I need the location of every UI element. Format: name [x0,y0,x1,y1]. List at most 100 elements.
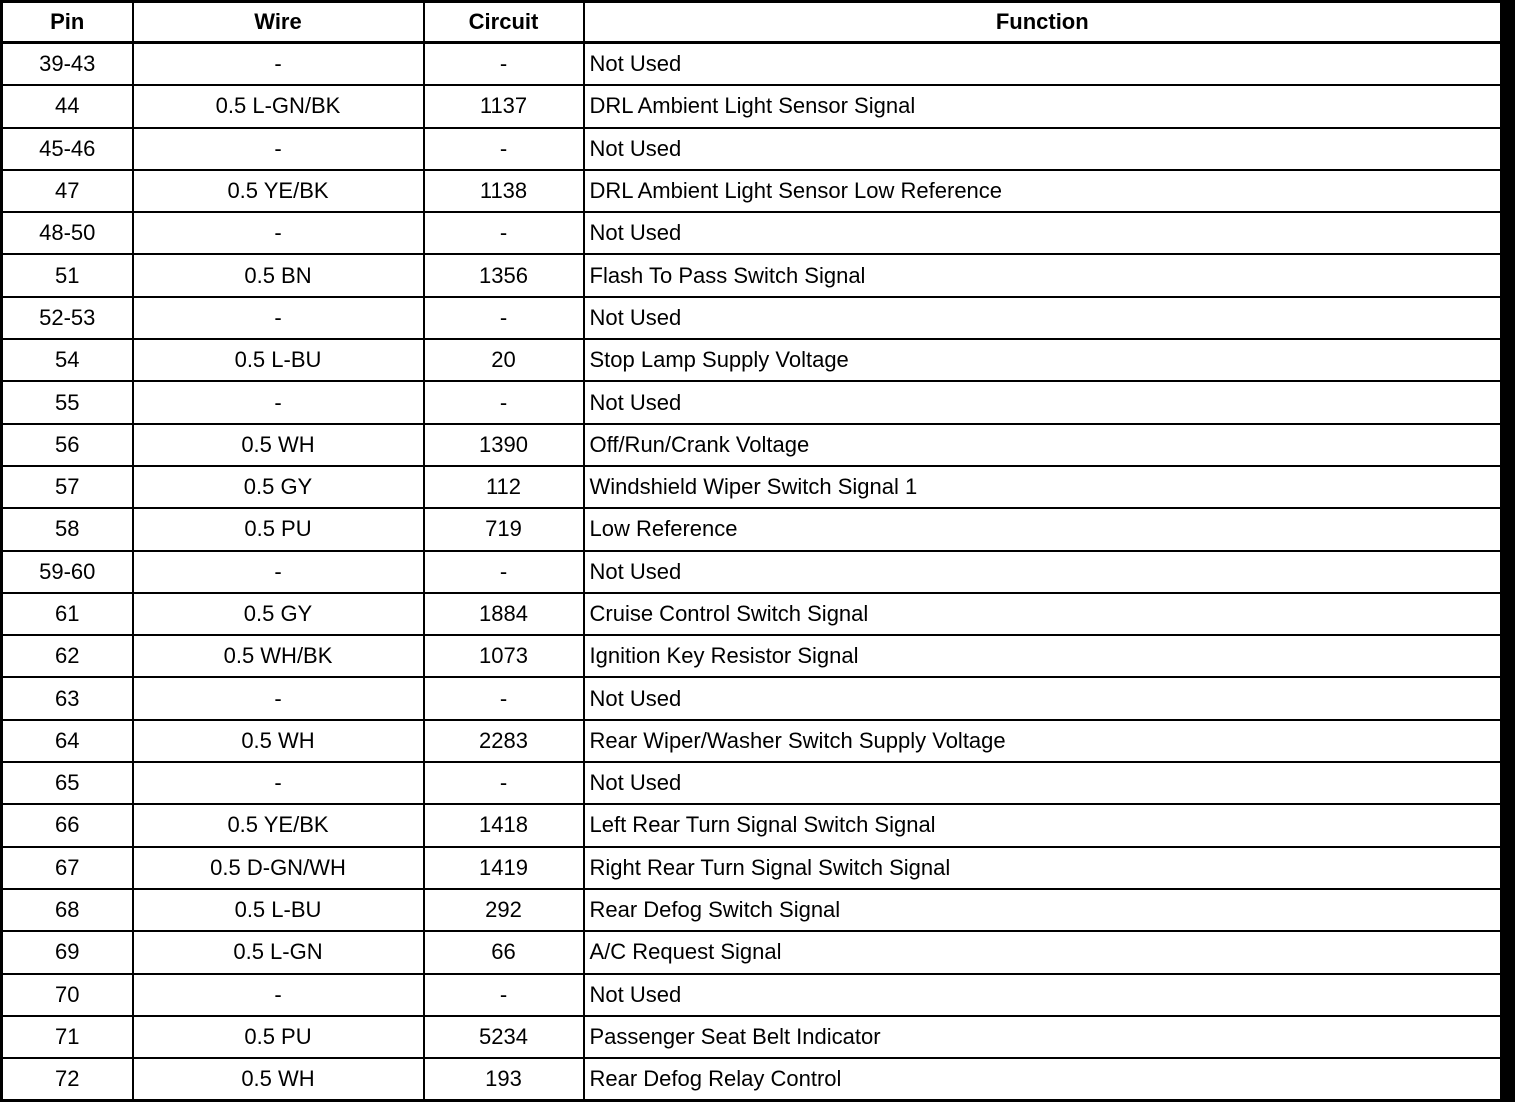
wire-cell: 0.5 YE/BK [131,168,425,214]
circuit-cell: 1137 [422,84,585,129]
table-row: 67 0.5 D-GN/WH 1419 Right Rear Turn Signal … [0,845,1509,890]
pin-cell: 56 [0,422,134,467]
wire-cell: 0.5 GY [131,591,425,637]
circuit-cell: - [422,41,585,87]
pin-cell: 54 [0,338,134,383]
pin-cell: 55 [0,380,134,425]
wire-cell: 0.5 L-BU [131,338,425,383]
wire-cell: - [131,126,425,171]
table-row: 39-43- - Not Used [0,41,1509,87]
wire-cell: - [131,41,425,87]
header-wire: Wire [131,0,425,44]
function-cell: Flash To Pass Switch Signal [582,253,1509,298]
wire-cell: 0.5 PU [131,1014,425,1060]
wire-cell: - [131,380,425,425]
table-row: 63- - Not Used [0,676,1509,721]
function-cell: Stop Lamp Supply Voltage [582,338,1509,383]
function-cell: Not Used [582,295,1509,341]
pin-cell: 52-53 [0,295,134,341]
table-row: 69 0.5 L-GN 66 A/C Request Signal [0,930,1509,975]
pin-cell: 68 [0,887,134,933]
function-cell: Windshield Wiper Switch Signal 1 [582,464,1509,510]
function-cell: Low Reference [582,507,1509,552]
header-pin: Pin [0,0,134,44]
pin-cell: 62 [0,634,134,679]
wire-cell: 0.5 L-GN [131,930,425,975]
function-cell: Right Rear Turn Signal Switch Signal [582,845,1509,890]
table-row: 57 0.5 GY 112 Windshield Wiper Switch Signa… [0,464,1509,510]
function-cell: Ignition Key Resistor Signal [582,634,1509,679]
function-cell: Off/Run/Crank Voltage [582,422,1509,467]
function-cell: Passenger Seat Belt Indicator [582,1014,1509,1060]
function-cell: Not Used [582,972,1509,1017]
header-circuit: Circuit [422,0,585,44]
wire-cell: - [131,295,425,341]
table-row: 56 0.5 WH 1390 Off/Run/Crank Voltage [0,422,1509,467]
circuit-cell: 1884 [422,591,585,637]
circuit-cell: - [422,295,585,341]
circuit-cell: 5234 [422,1014,585,1060]
table-row: 52-53- - Not Used [0,295,1509,341]
table-row: 59-60- - Not Used [0,549,1509,594]
wire-cell: 0.5 WH [131,422,425,467]
wire-cell: 0.5 YE/BK [131,803,425,848]
table-row: 68 0.5 L-BU 292 Rear Defog Switch Signal [0,887,1509,933]
pin-cell: 70 [0,972,134,1017]
circuit-cell: - [422,761,585,806]
function-cell: A/C Request Signal [582,930,1509,975]
pin-cell: 57 [0,464,134,510]
pin-cell: 64 [0,718,134,764]
pin-cell: 69 [0,930,134,975]
circuit-cell: - [422,380,585,425]
wire-cell: 0.5 D-GN/WH [131,845,425,890]
circuit-cell: 1073 [422,634,585,679]
table-row: 66 0.5 YE/BK 1418 Left Rear Turn Signal Swi… [0,803,1509,848]
function-cell: DRL Ambient Light Sensor Signal [582,84,1509,129]
table-row: 61 0.5 GY 1884 Cruise Control Switch Signal [0,591,1509,637]
circuit-cell: 112 [422,464,585,510]
table-row: 62 0.5 WH/BK 1073 Ignition Key Resistor Sig… [0,634,1509,679]
wire-cell: 0.5 WH [131,718,425,764]
circuit-cell: - [422,126,585,171]
circuit-cell: - [422,549,585,594]
wire-cell: - [131,211,425,256]
circuit-cell: 292 [422,887,585,933]
pin-cell: 71 [0,1014,134,1060]
function-cell: Left Rear Turn Signal Switch Signal [582,803,1509,848]
wire-cell: 0.5 WH/BK [131,634,425,679]
wire-cell: 0.5 BN [131,253,425,298]
function-cell: DRL Ambient Light Sensor Low Reference [582,168,1509,214]
function-cell: Not Used [582,41,1509,87]
function-cell: Not Used [582,211,1509,256]
circuit-cell: - [422,211,585,256]
circuit-cell: - [422,972,585,1017]
wire-cell: - [131,972,425,1017]
circuit-cell: 1356 [422,253,585,298]
pin-cell: 72 [0,1057,134,1102]
pin-cell: 39-43 [0,41,134,87]
circuit-cell: 1419 [422,845,585,890]
pin-cell: 47 [0,168,134,214]
table-row: 64 0.5 WH 2283 Rear Wiper/Washer Switch Sup… [0,718,1509,764]
circuit-cell: 66 [422,930,585,975]
pin-cell: 66 [0,803,134,848]
table-row: 48-50- - Not Used [0,211,1509,256]
circuit-cell: 2283 [422,718,585,764]
table-row: 51 0.5 BN 1356 Flash To Pass Switch Signal [0,253,1509,298]
function-cell: Rear Defog Relay Control [582,1057,1509,1102]
wire-cell: 0.5 WH [131,1057,425,1102]
wire-cell: 0.5 PU [131,507,425,552]
circuit-cell: 1390 [422,422,585,467]
function-cell: Rear Wiper/Washer Switch Supply Voltage [582,718,1509,764]
pin-cell: 44 [0,84,134,129]
circuit-cell: 193 [422,1057,585,1102]
table-row: 44 0.5 L-GN/BK 1137 DRL Ambient Light Senso… [0,84,1509,129]
table-row: 55- - Not Used [0,380,1509,425]
header-row: Pin Wire Circuit Function [0,0,1509,44]
wire-cell: - [131,549,425,594]
wire-cell: - [131,761,425,806]
table-row: 58 0.5 PU 719 Low Reference [0,507,1509,552]
function-cell: Not Used [582,549,1509,594]
function-cell: Rear Defog Switch Signal [582,887,1509,933]
